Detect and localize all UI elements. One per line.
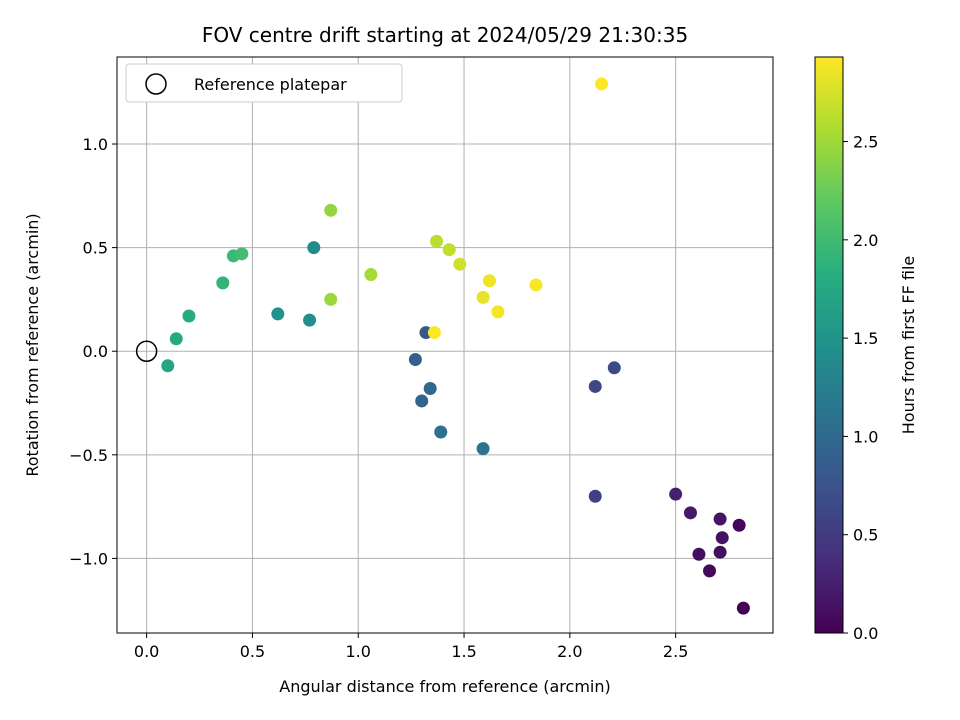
data-point [476, 290, 490, 304]
data-point [529, 278, 543, 292]
grid-lines [117, 57, 773, 633]
data-point [588, 489, 602, 503]
data-point [271, 307, 285, 321]
data-point [182, 309, 196, 323]
x-axis-label: Angular distance from reference (arcmin) [279, 677, 610, 696]
data-point [427, 326, 441, 340]
data-point [732, 518, 746, 532]
data-point [482, 274, 496, 288]
data-point [430, 234, 444, 248]
y-tick-label: 0.5 [83, 239, 108, 258]
data-point [453, 257, 467, 271]
x-tick-label: 2.0 [557, 642, 582, 661]
data-point [235, 247, 249, 261]
data-point [669, 487, 683, 501]
colorbar-tick-label: 0.0 [853, 624, 878, 643]
data-point [161, 359, 175, 373]
legend-box [125, 63, 403, 103]
data-point [736, 601, 750, 615]
data-point [692, 547, 706, 561]
data-points [161, 77, 750, 615]
colorbar-label: Hours from first FF file [899, 256, 918, 435]
chart-title: FOV centre drift starting at 2024/05/29 … [202, 23, 688, 47]
data-point [713, 545, 727, 559]
x-tick-label: 0.0 [134, 642, 159, 661]
x-tick-label: 1.0 [346, 642, 371, 661]
data-point [476, 442, 490, 456]
y-tick-label: 1.0 [83, 135, 108, 154]
data-point [324, 203, 338, 217]
colorbar-tick-label: 2.0 [853, 231, 878, 250]
data-point [303, 313, 317, 327]
colorbar-tick-label: 2.5 [853, 133, 878, 152]
data-point [415, 394, 429, 408]
data-point [307, 241, 321, 255]
data-point [683, 506, 697, 520]
data-point [423, 382, 437, 396]
y-tick-label: 0.0 [83, 342, 108, 361]
colorbar-gradient [814, 56, 844, 634]
data-point [169, 332, 183, 346]
data-point [713, 512, 727, 526]
data-point [595, 77, 609, 91]
data-point [442, 243, 456, 257]
data-point [434, 425, 448, 439]
data-point [607, 361, 621, 375]
data-point [324, 292, 338, 306]
colorbar: 0.0 0.5 1.0 1.5 2.0 2.5 Hours from first FF f… [814, 56, 918, 643]
legend: Reference platepar [125, 63, 403, 103]
data-point [715, 531, 729, 545]
colorbar-tick-label: 0.5 [853, 526, 878, 545]
x-axis-ticks: 0.0 0.5 1.0 1.5 2.0 2.5 [134, 633, 688, 661]
x-tick-label: 2.5 [663, 642, 688, 661]
x-tick-label: 0.5 [240, 642, 265, 661]
colorbar-tick-label: 1.5 [853, 329, 878, 348]
data-point [408, 353, 422, 367]
data-point [703, 564, 717, 578]
y-tick-label: −1.0 [69, 549, 108, 568]
y-tick-label: −0.5 [69, 446, 108, 465]
colorbar-ticks: 0.0 0.5 1.0 1.5 2.0 2.5 [843, 133, 878, 643]
data-point [491, 305, 505, 319]
y-axis-ticks: −1.0 −0.5 0.0 0.5 1.0 [69, 135, 117, 568]
colorbar-tick-label: 1.0 [853, 427, 878, 446]
plot-frame [116, 56, 774, 634]
data-point [364, 268, 378, 282]
y-axis-label: Rotation from reference (arcmin) [23, 213, 42, 476]
x-tick-label: 1.5 [451, 642, 476, 661]
data-point [588, 379, 602, 393]
legend-label: Reference platepar [194, 75, 347, 94]
data-point [216, 276, 230, 290]
legend-marker [145, 73, 167, 95]
reference-marker [135, 340, 158, 362]
